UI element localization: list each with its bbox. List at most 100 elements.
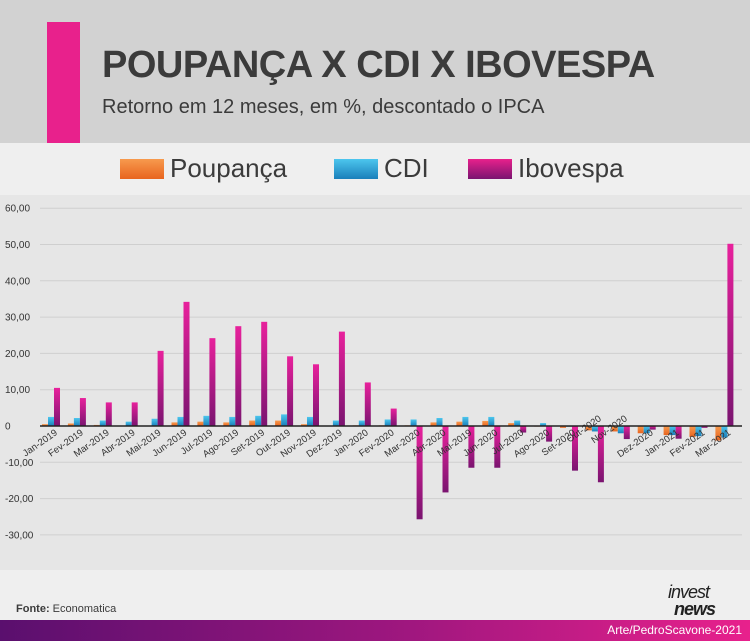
y-tick-label: -20,00 xyxy=(5,494,34,505)
bar-ibovespa xyxy=(546,426,553,442)
logo-line-2: news xyxy=(674,599,716,619)
bar-ibovespa xyxy=(338,331,345,426)
bar-cdi xyxy=(695,426,702,437)
bar-ibovespa xyxy=(416,426,423,520)
chart-subtitle: Retorno em 12 meses, em %, descontado o … xyxy=(102,96,545,118)
y-tick-label: 0 xyxy=(5,422,11,433)
bar-poupanca xyxy=(249,420,256,426)
bar-cdi xyxy=(203,415,210,426)
bar-cdi xyxy=(617,426,624,434)
investnews-logo: invest news xyxy=(668,582,740,619)
bar-ibovespa xyxy=(597,426,604,483)
bar-ibovespa xyxy=(649,426,656,430)
bar-poupanca xyxy=(508,423,515,426)
plot-background xyxy=(0,195,750,570)
bar-cdi xyxy=(99,420,106,426)
bar-cdi xyxy=(721,426,728,438)
bar-cdi xyxy=(281,414,288,426)
bar-ibovespa xyxy=(572,426,578,471)
bar-ibovespa xyxy=(623,426,630,440)
legend-label-cdi: CDI xyxy=(384,153,429,183)
bar-poupanca xyxy=(482,420,489,426)
bar-poupanca xyxy=(456,421,463,426)
y-tick-label: 20,00 xyxy=(5,349,30,360)
legend-swatch-cdi xyxy=(334,158,378,179)
bar-cdi xyxy=(177,416,184,426)
bar-ibovespa xyxy=(235,326,242,426)
bar-ibovespa xyxy=(287,356,294,426)
legend-item-cdi: CDI xyxy=(334,153,429,184)
legend: Poupança CDI Ibovespa xyxy=(0,143,750,195)
bar-poupanca xyxy=(301,424,307,426)
bar-cdi xyxy=(384,419,391,426)
bar-ibovespa xyxy=(468,426,475,468)
source-label: Fonte: xyxy=(16,603,50,615)
y-tick-label: -30,00 xyxy=(5,530,34,541)
bar-cdi xyxy=(436,418,443,426)
bar-chart: 60,00 50,00 40,00 30,00 20,00 10,00 0 -10,00 -20… xyxy=(0,195,750,570)
bar-poupanca xyxy=(585,426,592,431)
legend-label-ibovespa: Ibovespa xyxy=(518,153,624,183)
bar-cdi xyxy=(462,416,469,426)
chart-title: POUPANÇA X CDI X IBOVESPA xyxy=(102,44,655,86)
accent-bar xyxy=(47,22,80,143)
legend-label-poupanca: Poupança xyxy=(170,153,288,183)
bar-ibovespa xyxy=(727,243,734,426)
y-tick-label: -10,00 xyxy=(5,458,34,469)
bar-poupanca xyxy=(715,426,722,441)
bar-poupanca xyxy=(430,422,437,426)
y-tick-label: 10,00 xyxy=(5,385,30,396)
bar-cdi xyxy=(151,418,158,426)
chart-area: 60,00 50,00 40,00 30,00 20,00 10,00 0 -10,00 -20… xyxy=(0,195,750,570)
bar-poupanca xyxy=(637,426,644,434)
logo-line-1: invest xyxy=(668,582,710,602)
bar-poupanca xyxy=(663,426,670,436)
bar-cdi xyxy=(332,420,339,426)
legend-swatch-ibovespa xyxy=(468,158,512,179)
bar-ibovespa xyxy=(520,426,527,433)
bar-ibovespa xyxy=(442,426,449,493)
bar-poupanca xyxy=(275,420,282,426)
footer: Fonte: Economatica invest news xyxy=(0,570,750,620)
bar-poupanca xyxy=(171,422,178,426)
bar-ibovespa xyxy=(701,426,708,428)
credit-text: Arte/PedroScavone-2021 xyxy=(607,623,742,637)
bar-ibovespa xyxy=(364,382,371,426)
bar-cdi xyxy=(307,416,313,426)
bar-poupanca xyxy=(223,422,230,426)
bar-cdi xyxy=(488,416,495,426)
source-value: Economatica xyxy=(52,603,117,615)
y-tick-label: 60,00 xyxy=(5,204,30,215)
bar-poupanca xyxy=(42,424,48,426)
legend-swatch-poupanca xyxy=(120,158,164,179)
bar-ibovespa xyxy=(54,387,60,426)
bar-cdi xyxy=(73,418,80,426)
bar-ibovespa xyxy=(313,364,319,426)
header-panel: POUPANÇA X CDI X IBOVESPA Retorno em 12 … xyxy=(0,0,750,143)
bar-poupanca xyxy=(611,426,618,432)
bar-poupanca xyxy=(67,423,74,426)
legend-item-ibovespa: Ibovespa xyxy=(468,153,624,184)
bar-cdi xyxy=(358,420,365,426)
bar-ibovespa xyxy=(675,426,682,439)
bottom-bar: Arte/PedroScavone-2021 xyxy=(0,620,750,641)
bar-ibovespa xyxy=(390,408,397,426)
y-tick-label: 50,00 xyxy=(5,240,30,251)
bar-ibovespa xyxy=(261,321,268,426)
source-note: Fonte: Economatica xyxy=(16,603,116,615)
bar-cdi xyxy=(591,426,598,432)
bar-ibovespa xyxy=(79,398,86,426)
legend-item-poupanca: Poupança xyxy=(120,153,287,184)
y-tick-label: 30,00 xyxy=(5,313,30,324)
bar-cdi xyxy=(514,420,521,426)
bar-cdi xyxy=(669,426,676,436)
bar-cdi xyxy=(229,416,236,426)
bar-cdi xyxy=(643,426,650,434)
bar-ibovespa xyxy=(157,350,164,426)
bar-ibovespa xyxy=(131,402,138,426)
bar-poupanca xyxy=(689,426,696,437)
bar-cdi xyxy=(410,419,417,426)
bar-cdi xyxy=(125,421,132,426)
bar-cdi xyxy=(540,423,547,426)
bar-ibovespa xyxy=(209,338,216,426)
